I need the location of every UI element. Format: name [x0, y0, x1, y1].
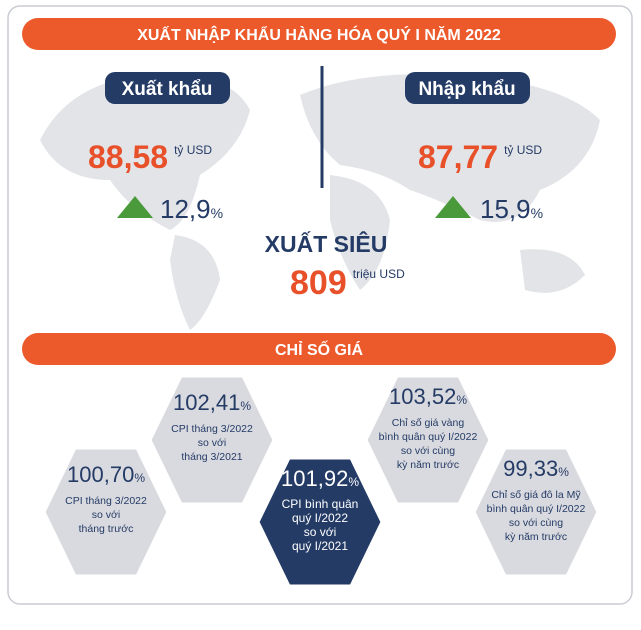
hexagon: [256, 456, 384, 588]
export-growth-unit: %: [211, 205, 223, 221]
hexagon-description: bình quân quý I/2022: [379, 431, 478, 443]
hexagon-description: kỳ năm trước: [505, 531, 567, 543]
hexagon-description: CPI bình quân: [282, 497, 359, 511]
export-unit: tỷ USD: [174, 143, 212, 157]
hexagon: [148, 374, 276, 506]
import-value: 87,77 tỷ USD: [418, 139, 542, 175]
hexagon-description: bình quân quý I/2022: [487, 503, 586, 515]
surplus-unit: triệu USD: [353, 267, 405, 281]
hexagon-description: kỳ năm trước: [397, 459, 459, 471]
import-unit: tỷ USD: [504, 143, 542, 157]
value: 101,92: [281, 466, 348, 491]
value: 103,52: [389, 384, 456, 409]
import-label-box: [405, 72, 530, 104]
hexagon-description: CPI tháng 3/2022: [65, 495, 147, 507]
unit: %: [348, 475, 359, 489]
header-title: XUẤT NHẬP KHẨU HÀNG HÓA QUÝ I NĂM 2022: [137, 25, 501, 44]
hexagon-description: so với: [198, 437, 226, 449]
value: 99,33: [503, 456, 558, 481]
unit: %: [134, 471, 145, 485]
export-value: 88,58 tỷ USD: [88, 139, 212, 175]
surplus-value: 809 triệu USD: [290, 264, 405, 302]
hexagon-description: Chỉ số giá vàng: [392, 417, 465, 429]
import-growth: 15,9%: [480, 194, 543, 224]
unit: %: [558, 465, 569, 479]
unit: %: [456, 393, 467, 407]
surplus-label: XUẤT SIÊU: [265, 230, 388, 257]
hexagon-description: quý I/2022: [292, 511, 348, 525]
value: 102,41: [173, 390, 240, 415]
hexagon-value: 99,33%: [503, 456, 569, 481]
hexagon-description: tháng 3/2021: [181, 451, 242, 463]
hexagon: [42, 446, 170, 578]
unit: %: [240, 399, 251, 413]
hexagon-description: so với cùng: [509, 517, 563, 529]
import-growth-unit: %: [531, 205, 543, 221]
export-label-box: [105, 72, 230, 104]
hexagon-value: 102,41%: [173, 390, 251, 415]
hexagon-description: CPI tháng 3/2022: [171, 423, 253, 435]
hexagon-value: 103,52%: [389, 384, 467, 409]
import-amount: 87,77: [418, 139, 498, 175]
hexagon-description: tháng trước: [79, 523, 134, 535]
surplus-amount: 809: [290, 264, 347, 302]
price-index-title: CHỈ SỐ GIÁ: [275, 339, 363, 359]
hexagon: [472, 446, 600, 578]
import-label: Nhập khẩu: [418, 79, 515, 100]
value: 100,70: [67, 462, 134, 487]
header-bar: [22, 18, 616, 50]
hexagon: [364, 374, 492, 506]
export-growth: 12,9%: [160, 194, 223, 224]
hexagon-description: so với: [92, 509, 120, 521]
import-up-arrow: [435, 196, 471, 218]
export-up-arrow: [117, 196, 153, 218]
price-index-bar: [22, 333, 616, 365]
export-amount: 88,58: [88, 139, 168, 175]
hexagon-description: quý I/2021: [292, 539, 348, 553]
hexagon-description: so với cùng: [401, 445, 455, 457]
export-label: Xuất khẩu: [122, 79, 213, 100]
price-index-items: 100,70% CPI tháng 3/2022 so với tháng trước…: [42, 374, 600, 588]
hexagon-value: 100,70%: [67, 462, 145, 487]
import-growth-value: 15,9: [480, 194, 531, 224]
hexagon-description: Chỉ số giá đô la Mỹ: [491, 489, 581, 501]
hexagon-description: so với: [304, 525, 337, 539]
world-map: [40, 74, 600, 330]
hexagon-value: 101,92%: [281, 466, 359, 491]
export-growth-value: 12,9: [160, 194, 211, 224]
